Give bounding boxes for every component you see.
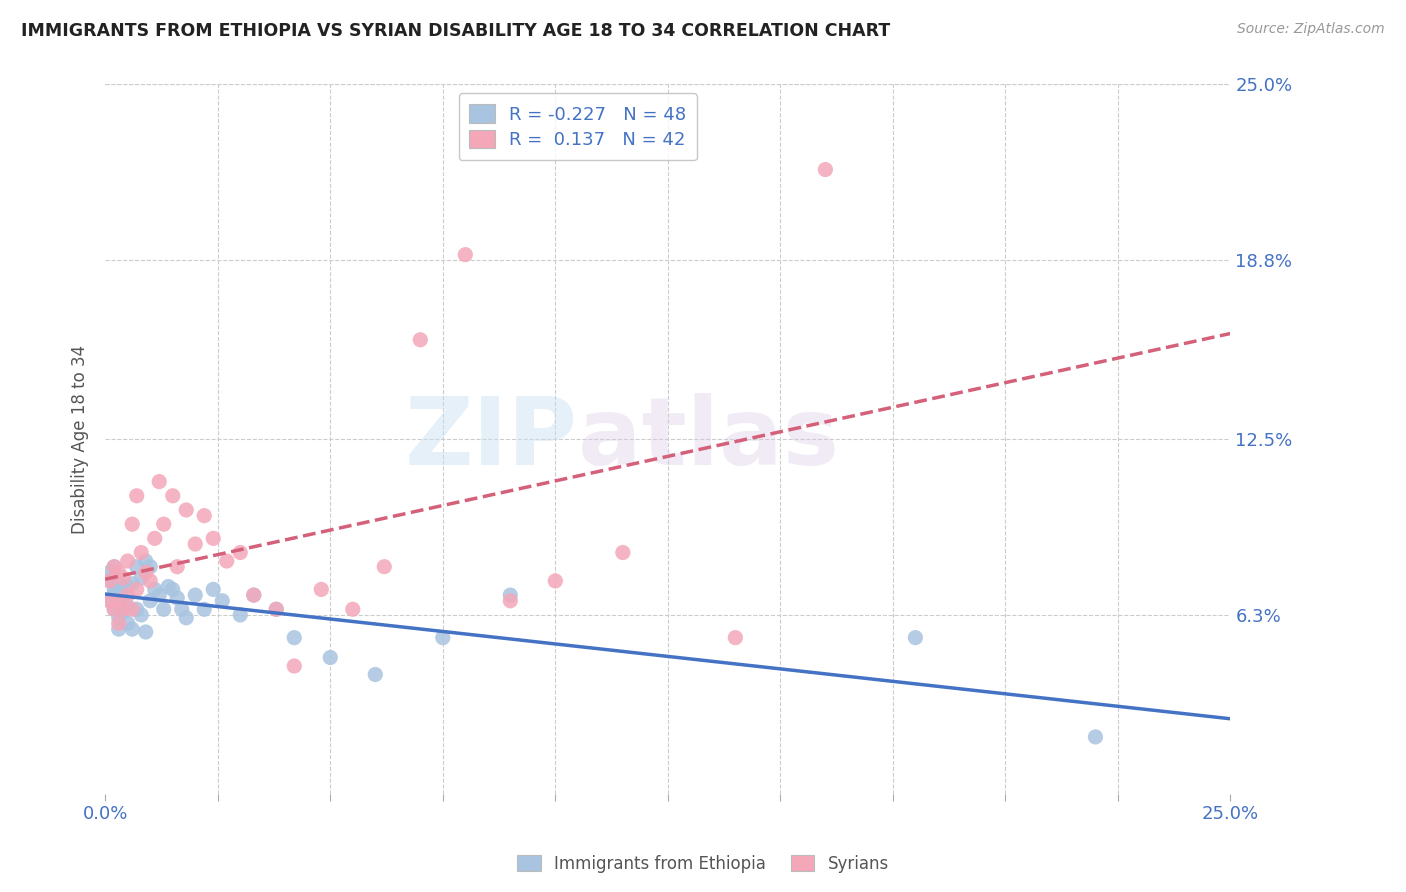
Point [121,622,143,636]
Point [112,571,135,585]
Point [112,605,135,619]
Point [174,503,197,517]
Point [162,489,184,503]
Point [98,594,121,608]
Point [211,594,233,608]
Legend: Immigrants from Ethiopia, Syrians: Immigrants from Ethiopia, Syrians [510,848,896,880]
Y-axis label: Disability Age 18 to 34: Disability Age 18 to 34 [72,344,89,533]
Point [129,607,152,622]
Point [125,489,148,503]
Point [112,602,135,616]
Point [107,611,129,625]
Point [103,559,125,574]
Point [499,588,522,602]
Text: Source: ZipAtlas.com: Source: ZipAtlas.com [1237,22,1385,37]
Point [283,631,305,645]
Point [166,559,188,574]
Point [125,602,148,616]
Point [103,588,125,602]
Point [98,566,121,580]
Point [117,580,139,594]
Point [98,594,121,608]
Point [283,659,305,673]
Text: ZIP: ZIP [405,393,578,485]
Point [103,602,125,616]
Point [107,594,129,608]
Point [229,545,252,559]
Point [193,602,215,616]
Point [499,594,522,608]
Point [364,667,387,681]
Point [544,574,567,588]
Point [184,537,207,551]
Point [215,554,238,568]
Point [242,588,264,602]
Point [117,554,139,568]
Point [1084,730,1107,744]
Point [184,588,207,602]
Point [319,650,342,665]
Point [121,576,143,591]
Point [166,591,188,605]
Point [135,624,157,639]
Point [121,517,143,532]
Point [148,475,170,489]
Point [107,574,129,588]
Point [107,622,129,636]
Point [129,571,152,585]
Point [454,247,477,261]
Point [724,631,747,645]
Point [264,602,287,616]
Point [342,602,364,616]
Text: atlas: atlas [578,393,839,485]
Point [107,566,129,580]
Point [103,582,125,597]
Point [121,602,143,616]
Point [98,574,121,588]
Point [904,631,927,645]
Point [143,532,166,546]
Point [432,631,454,645]
Point [174,611,197,625]
Point [117,616,139,631]
Text: IMMIGRANTS FROM ETHIOPIA VS SYRIAN DISABILITY AGE 18 TO 34 CORRELATION CHART: IMMIGRANTS FROM ETHIOPIA VS SYRIAN DISAB… [21,22,890,40]
Point [98,574,121,588]
Point [129,545,152,559]
Point [117,599,139,614]
Point [242,588,264,602]
Point [152,602,174,616]
Point [143,582,166,597]
Point [309,582,332,597]
Point [373,559,395,574]
Point [152,517,174,532]
Point [264,602,287,616]
Point [170,602,193,616]
Point [409,333,432,347]
Point [103,602,125,616]
Point [117,588,139,602]
Point [112,582,135,597]
Legend: R = -0.227   N = 48, R =  0.137   N = 42: R = -0.227 N = 48, R = 0.137 N = 42 [458,94,697,161]
Point [157,580,180,594]
Point [612,545,634,559]
Point [125,559,148,574]
Point [814,162,837,177]
Point [229,607,252,622]
Point [193,508,215,523]
Point [135,566,157,580]
Point [148,588,170,602]
Point [139,559,162,574]
Point [202,582,225,597]
Point [107,616,129,631]
Point [125,582,148,597]
Point [139,594,162,608]
Point [139,574,162,588]
Point [107,594,129,608]
Point [135,554,157,568]
Point [202,532,225,546]
Point [103,559,125,574]
Point [162,582,184,597]
